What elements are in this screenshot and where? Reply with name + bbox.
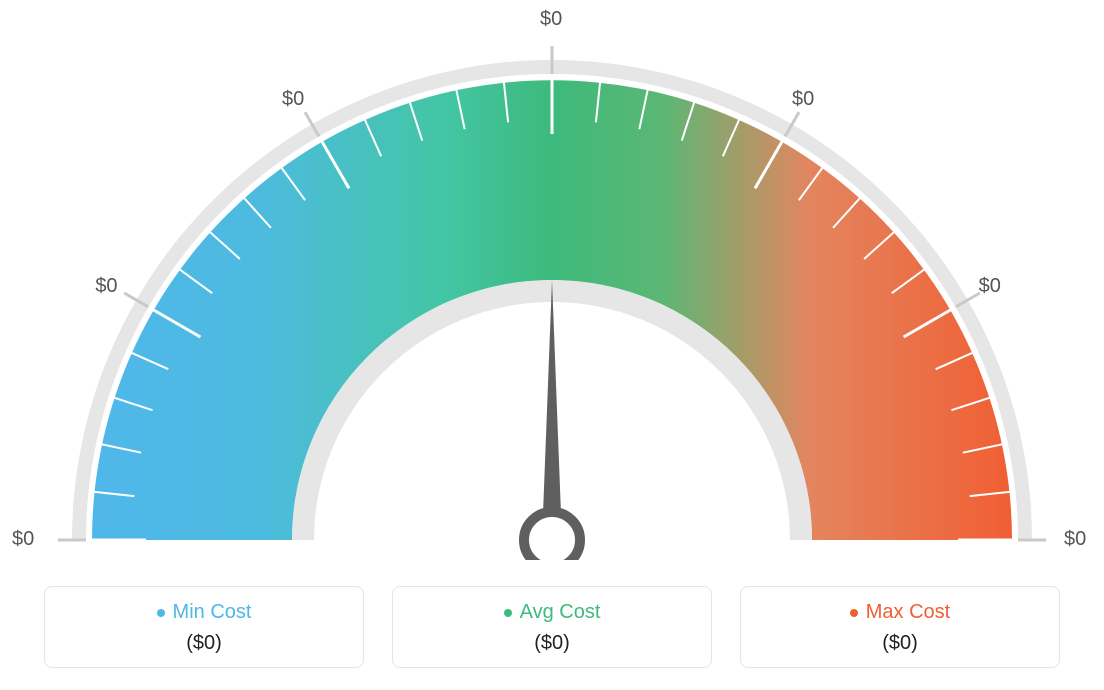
gauge-scale-label: $0	[540, 8, 562, 31]
legend-label-avg: Avg Cost	[520, 601, 601, 624]
gauge-scale-label: $0	[95, 275, 117, 298]
gauge-scale-label: $0	[792, 88, 814, 111]
legend-row: Min Cost ($0) Avg Cost ($0) Max Cost ($0…	[0, 586, 1104, 668]
legend-dot-min	[157, 609, 165, 617]
legend-value-max: ($0)	[751, 632, 1049, 655]
legend-dot-avg	[504, 609, 512, 617]
legend-min-cost: Min Cost ($0)	[44, 586, 364, 668]
gauge-scale-label: $0	[282, 88, 304, 111]
legend-avg-cost: Avg Cost ($0)	[392, 586, 712, 668]
legend-value-min: ($0)	[55, 632, 353, 655]
gauge-scale-label: $0	[12, 528, 34, 551]
legend-value-avg: ($0)	[403, 632, 701, 655]
legend-dot-max	[850, 609, 858, 617]
legend-label-min: Min Cost	[173, 601, 252, 624]
legend-label-max: Max Cost	[866, 601, 950, 624]
gauge-chart: $0 $0 $0 $0 $0 $0 $0	[0, 0, 1104, 560]
gauge-scale-label: $0	[1064, 528, 1086, 551]
gauge-scale-label: $0	[979, 275, 1001, 298]
legend-max-cost: Max Cost ($0)	[740, 586, 1060, 668]
gauge-svg	[0, 20, 1104, 560]
